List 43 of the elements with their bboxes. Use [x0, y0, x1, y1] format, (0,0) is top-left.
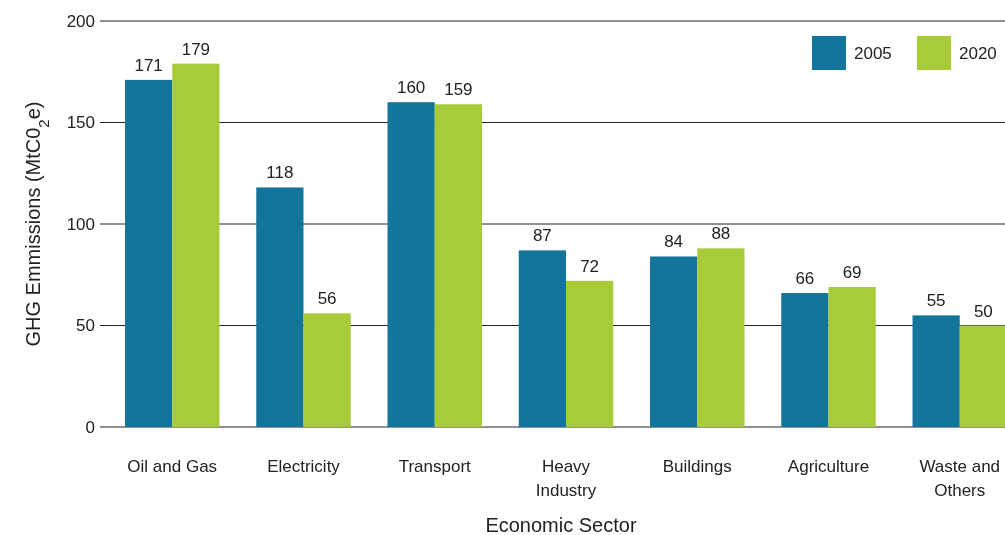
x-tick-label: Waste and Others	[919, 457, 1001, 500]
bar	[828, 286, 876, 427]
x-tick-label: Electricity	[267, 457, 341, 476]
data-label: 66	[795, 269, 815, 289]
data-label: 160	[396, 78, 426, 98]
bar	[125, 79, 173, 427]
y-tick-label: 50	[76, 316, 95, 336]
x-tick-label: Heavy Industry	[535, 457, 597, 500]
data-label: 84	[664, 232, 684, 252]
bar	[434, 104, 482, 427]
legend-label: 2005	[854, 43, 892, 63]
y-tick-label: 100	[66, 214, 95, 234]
data-label: 159	[444, 80, 473, 100]
bar	[303, 313, 351, 427]
bar	[781, 293, 829, 427]
y-tick-label: 150	[66, 113, 95, 133]
x-tick-label: Oil and Gas	[127, 457, 218, 476]
x-tick-label: Buildings	[662, 457, 732, 476]
bar	[518, 250, 566, 427]
data-label: 88	[711, 224, 731, 244]
y-tick-label: 200	[66, 11, 95, 31]
data-label: 72	[580, 256, 600, 276]
bar	[387, 102, 435, 427]
data-label: 56	[317, 289, 337, 309]
data-label: 69	[842, 262, 862, 282]
bar	[697, 248, 745, 427]
data-label: 179	[181, 39, 211, 59]
legend-label: 2020	[959, 43, 997, 63]
bar	[959, 325, 1005, 427]
x-axis-title: Economic Sector	[485, 514, 637, 535]
x-tick-label: Transport	[398, 457, 472, 476]
bar	[256, 187, 304, 427]
data-label: 87	[532, 226, 552, 246]
data-label: 171	[134, 55, 163, 75]
x-tick-label: Agriculture	[787, 457, 870, 476]
data-label: 50	[973, 301, 993, 321]
data-label: 118	[266, 163, 294, 183]
bar	[172, 63, 220, 427]
bar	[650, 256, 698, 427]
bar	[566, 280, 614, 427]
bar	[912, 315, 960, 427]
y-tick-label: 0	[85, 417, 95, 437]
data-label: 55	[926, 291, 946, 311]
